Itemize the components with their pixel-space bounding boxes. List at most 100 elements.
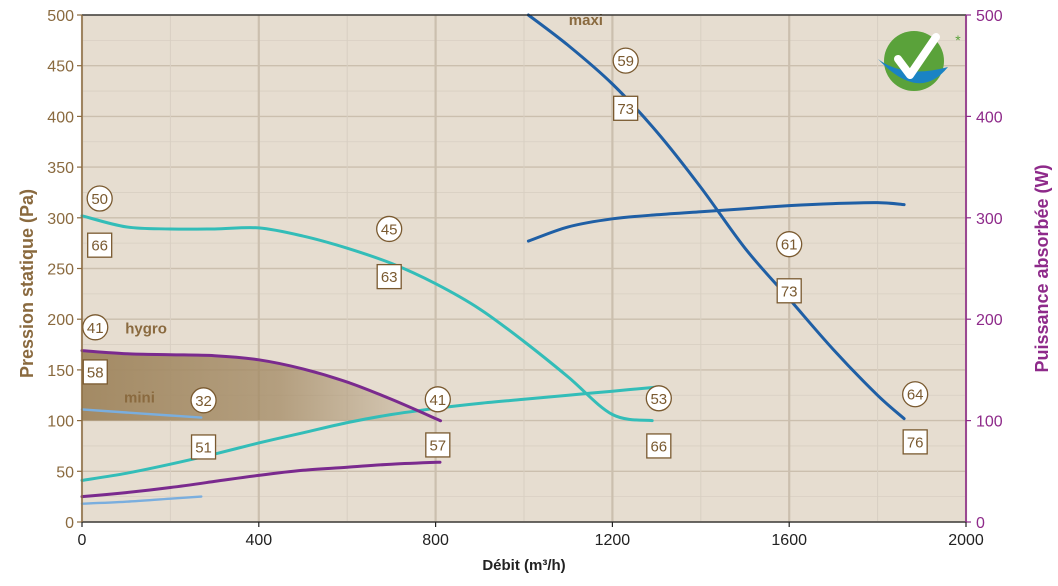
curve-labels: maxi hygro mini bbox=[124, 12, 603, 406]
y-right-tick-label: 400 bbox=[976, 109, 1003, 126]
annotation-value: 58 bbox=[87, 364, 104, 381]
annotation-marker bbox=[645, 385, 672, 412]
y-left-tick-label: 300 bbox=[47, 211, 74, 228]
annotation-value: 66 bbox=[650, 438, 667, 455]
annotation-circle-4: 45 bbox=[376, 215, 403, 243]
y-left-axis-title: Pression statique (Pa) bbox=[17, 189, 37, 378]
annotation-circle-0: 59 bbox=[612, 47, 639, 74]
annotation-value: 76 bbox=[907, 434, 924, 451]
x-tick-label: 2000 bbox=[948, 532, 984, 549]
series-line-power-3 bbox=[80, 385, 659, 482]
series-line-power-5 bbox=[80, 460, 442, 499]
annotation-marker bbox=[776, 231, 803, 258]
annotation-value: 41 bbox=[87, 320, 104, 337]
x-tick-label: 400 bbox=[245, 532, 272, 549]
annotation-square-13: 57 bbox=[425, 432, 451, 458]
annotations: 59 73 50 66 45 63 61 73 41 58 32 51 41 57 53 66 64 76 bbox=[82, 47, 929, 460]
series-line-mini-6 bbox=[80, 408, 203, 419]
y-left-tick-label: 250 bbox=[47, 262, 74, 279]
annotation-marker bbox=[646, 433, 672, 459]
annotation-square-7: 73 bbox=[776, 278, 802, 304]
badge-asterisk: * bbox=[955, 32, 961, 48]
y-right-tick-label: 500 bbox=[976, 8, 1003, 25]
annotation-marker bbox=[612, 47, 639, 74]
annotation-value: 66 bbox=[91, 238, 108, 255]
y-left-tick-label: 200 bbox=[47, 312, 74, 329]
x-tick-label: 1200 bbox=[595, 532, 631, 549]
annotation-value: 57 bbox=[429, 437, 446, 454]
series-line-power-7 bbox=[80, 495, 203, 505]
y-left-tick-label: 400 bbox=[47, 109, 74, 126]
annotation-marker bbox=[82, 314, 109, 341]
annotation-value: 59 bbox=[617, 53, 634, 70]
checkmark-badge-icon: * bbox=[878, 31, 961, 91]
y-right-tick-label: 300 bbox=[976, 211, 1003, 228]
series-line-hygro-4 bbox=[80, 349, 443, 423]
y-left-tick-label: 150 bbox=[47, 363, 74, 380]
annotation-value: 64 bbox=[907, 387, 924, 404]
series-line-maxi-0 bbox=[526, 13, 906, 421]
y-left-tick-label: 50 bbox=[56, 464, 74, 481]
annotation-marker bbox=[613, 95, 639, 121]
annotation-marker bbox=[776, 278, 802, 304]
annotation-circle-2: 50 bbox=[86, 185, 113, 212]
y-right-tick-label: 200 bbox=[976, 312, 1003, 329]
annotation-value: 32 bbox=[195, 393, 212, 410]
annotation-circle-6: 61 bbox=[776, 231, 803, 258]
annotation-square-3: 66 bbox=[87, 232, 113, 258]
y-left-tick-label: 100 bbox=[47, 414, 74, 431]
y-left-tick-label: 500 bbox=[47, 8, 74, 25]
annotation-circle-12: 41 bbox=[424, 386, 451, 413]
y-right-axis-title: Puissance absorbée (W) bbox=[1032, 164, 1052, 372]
annotation-square-11: 51 bbox=[190, 434, 217, 460]
operating-area bbox=[82, 350, 441, 421]
annotation-square-15: 66 bbox=[646, 433, 672, 459]
x-axis-title: Débit (m³/h) bbox=[482, 557, 565, 574]
curve-label-mini: mini bbox=[124, 389, 155, 406]
annotation-square-5: 63 bbox=[376, 263, 402, 290]
y-right-tick-label: 0 bbox=[976, 515, 985, 532]
annotation-square-1: 73 bbox=[613, 95, 639, 121]
y-left-tick-label: 450 bbox=[47, 59, 74, 76]
annotation-marker bbox=[82, 359, 108, 385]
annotation-marker bbox=[376, 263, 402, 290]
x-tick-label: 800 bbox=[422, 532, 449, 549]
y-left-tick-label: 350 bbox=[47, 160, 74, 177]
series-group bbox=[80, 13, 906, 505]
annotation-marker bbox=[902, 381, 929, 408]
annotation-marker bbox=[425, 432, 451, 458]
annotation-circle-14: 53 bbox=[645, 385, 672, 412]
annotation-value: 51 bbox=[195, 439, 212, 456]
annotation-marker bbox=[190, 434, 217, 460]
annotation-marker bbox=[424, 386, 451, 413]
annotation-value: 53 bbox=[650, 391, 667, 408]
checkmark-icon bbox=[894, 33, 940, 79]
annotation-marker bbox=[86, 185, 113, 212]
curve-label-maxi: maxi bbox=[569, 12, 603, 29]
annotation-square-17: 76 bbox=[902, 429, 928, 455]
annotation-marker bbox=[190, 387, 217, 414]
y-left-tick-label: 0 bbox=[65, 515, 74, 532]
badge-swoosh bbox=[878, 59, 948, 84]
annotation-marker bbox=[376, 215, 403, 243]
annotation-value: 41 bbox=[429, 392, 446, 409]
x-tick-label: 0 bbox=[78, 532, 87, 549]
annotation-marker bbox=[902, 429, 928, 455]
annotation-circle-8: 41 bbox=[82, 314, 109, 341]
series-line-power-1 bbox=[526, 201, 906, 243]
annotation-value: 73 bbox=[781, 283, 798, 300]
annotation-circle-16: 64 bbox=[902, 381, 929, 408]
curve-label-hygro: hygro bbox=[125, 320, 167, 337]
x-tick-label: 1600 bbox=[771, 532, 807, 549]
y-right-tick-label: 100 bbox=[976, 414, 1003, 431]
annotation-value: 63 bbox=[381, 269, 398, 286]
series-line-power-2 bbox=[80, 214, 654, 423]
annotation-value: 45 bbox=[381, 221, 398, 238]
annotation-square-9: 58 bbox=[82, 359, 108, 385]
axes: 0501001502002503003504004505000100200300… bbox=[17, 8, 1052, 574]
annotation-value: 73 bbox=[617, 101, 634, 118]
annotation-circle-10: 32 bbox=[190, 387, 217, 414]
annotation-value: 61 bbox=[781, 237, 798, 254]
annotation-value: 50 bbox=[91, 191, 108, 208]
